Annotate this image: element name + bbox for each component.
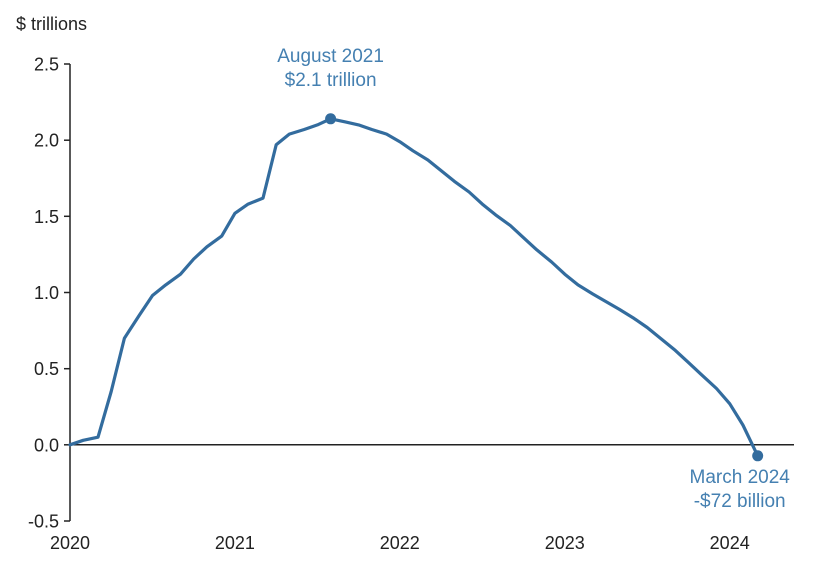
x-tick-label: 2024	[710, 533, 750, 553]
peak-annotation-text: $2.1 trillion	[285, 70, 377, 91]
y-tick-label: 0.0	[34, 435, 59, 455]
x-tick-label: 2022	[380, 533, 420, 553]
y-axis-title: $ trillions	[16, 14, 88, 34]
end-annotation-text: March 2024	[690, 467, 791, 488]
y-tick-label: 1.0	[34, 283, 59, 303]
end-annotation-text: -$72 billion	[694, 491, 786, 512]
x-tick-label: 2021	[215, 533, 255, 553]
y-tick-label: 2.0	[34, 131, 59, 151]
y-tick-label: 2.5	[34, 55, 59, 75]
series-line	[68, 117, 760, 458]
peak-annotation-text: August 2021	[277, 46, 384, 67]
x-tick-label: 2020	[50, 533, 90, 553]
y-tick-label: 0.5	[34, 359, 59, 379]
end-annotation-marker	[752, 450, 764, 462]
peak-annotation-marker	[325, 113, 337, 125]
y-tick-label: -0.5	[28, 512, 59, 532]
x-tick-label: 2023	[545, 533, 585, 553]
y-tick-label: 1.5	[34, 207, 59, 227]
